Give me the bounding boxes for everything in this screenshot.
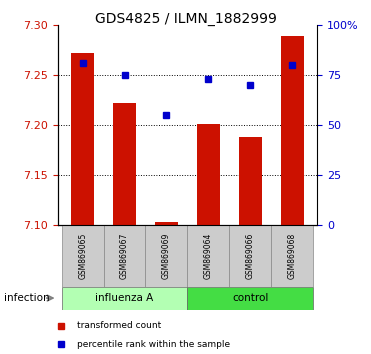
Bar: [271, 225, 313, 287]
Text: GSM869067: GSM869067: [120, 233, 129, 279]
Bar: [187, 225, 229, 287]
Bar: [71, 53, 94, 225]
Bar: [62, 287, 187, 310]
Text: control: control: [232, 293, 268, 303]
Bar: [197, 124, 220, 225]
Text: GSM869069: GSM869069: [162, 233, 171, 279]
Text: transformed count: transformed count: [77, 321, 161, 331]
Bar: [155, 222, 178, 225]
Bar: [239, 137, 262, 225]
Text: GSM869065: GSM869065: [78, 233, 87, 279]
Bar: [187, 287, 313, 310]
Text: GSM869064: GSM869064: [204, 233, 213, 279]
Bar: [62, 225, 104, 287]
Bar: [280, 36, 303, 225]
Bar: [104, 225, 145, 287]
Text: GSM869066: GSM869066: [246, 233, 255, 279]
Bar: [145, 225, 187, 287]
Text: influenza A: influenza A: [95, 293, 154, 303]
Text: GSM869068: GSM869068: [288, 233, 296, 279]
Bar: [113, 103, 136, 225]
Text: infection: infection: [4, 293, 49, 303]
Bar: [229, 225, 271, 287]
Text: GDS4825 / ILMN_1882999: GDS4825 / ILMN_1882999: [95, 12, 276, 27]
Text: percentile rank within the sample: percentile rank within the sample: [77, 340, 230, 349]
